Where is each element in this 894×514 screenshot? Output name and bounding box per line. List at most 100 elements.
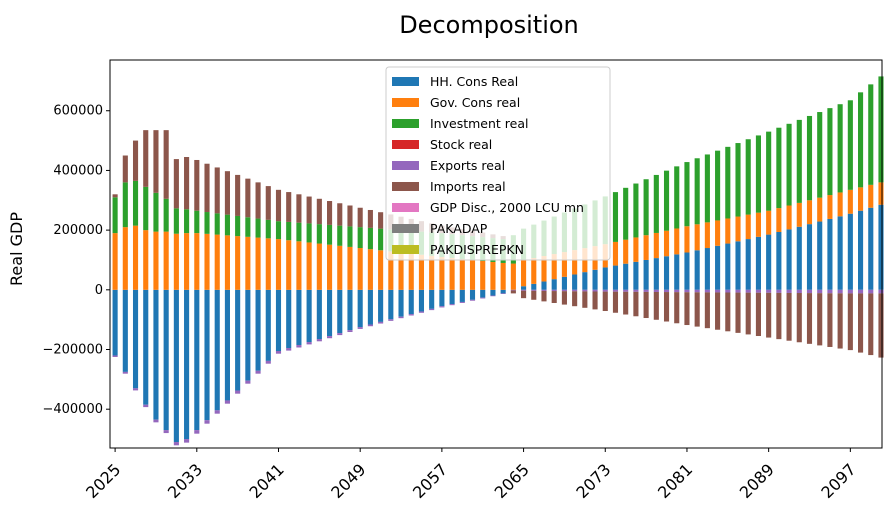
bar-inv-2026	[122, 182, 128, 228]
bar-hh-2054	[408, 289, 414, 315]
bar-imports-2044	[306, 196, 312, 224]
bar-imports-2050	[367, 209, 373, 228]
bar-hh-2074	[612, 265, 619, 290]
bar-inv-2036	[224, 214, 230, 236]
bar-exports-2075	[623, 289, 629, 292]
bar-exports-2036	[224, 400, 230, 404]
bar-gov-2044	[306, 242, 312, 290]
bar-exports-2057	[439, 306, 445, 308]
bar-hh-2027	[132, 289, 139, 389]
bar-imports-2073	[602, 291, 608, 312]
bar-inv-2032	[184, 209, 190, 234]
bar-hh-2049	[357, 289, 363, 328]
bar-gov-2051	[378, 250, 384, 290]
bar-hh-2065	[521, 286, 527, 290]
legend-swatch	[392, 140, 419, 149]
bar-exports-2054	[408, 314, 414, 316]
bar-exports-2083	[704, 289, 710, 293]
bar-exports-2084	[715, 289, 721, 293]
bar-gov-2054	[408, 253, 414, 290]
bar-hh-2075	[623, 263, 629, 290]
bar-imports-2027	[132, 140, 139, 181]
bar-gov-2063	[500, 262, 506, 290]
bar-hh-2093	[806, 224, 813, 290]
plot-frame	[109, 59, 883, 449]
legend-swatch	[392, 245, 419, 254]
bar-exports-2055	[418, 311, 425, 313]
x-tick-label: 2025	[82, 460, 124, 502]
bar-exports-2062	[490, 295, 496, 297]
bar-inv-2098	[858, 92, 864, 188]
y-tick-label: 400000	[53, 163, 103, 178]
bar-inv-2090	[776, 127, 782, 209]
bar-gov-2032	[184, 233, 190, 290]
bar-hh-2055	[418, 289, 425, 312]
bar-hh-2081	[684, 252, 690, 290]
bar-imports-2098	[858, 293, 864, 353]
bar-hh-2083	[704, 248, 710, 290]
bar-hh-2057	[439, 289, 445, 307]
bar-gov-2035	[214, 234, 220, 290]
bar-gov-2083	[704, 222, 710, 249]
bar-exports-2091	[786, 289, 792, 293]
bar-hh-2096	[837, 216, 843, 290]
bar-gov-2078	[653, 232, 659, 259]
legend-entry-label: Exports real	[430, 158, 505, 173]
legend-entry-label: Investment real	[430, 116, 528, 131]
bar-gov-2074	[612, 241, 619, 266]
bar-gov-2076	[633, 237, 639, 262]
y-axis-label: Real GDP	[7, 212, 26, 286]
bar-inv-2028	[143, 186, 149, 231]
bar-hh-2069	[561, 276, 567, 290]
bar-inv-2049	[357, 227, 363, 249]
bar-imports-2041	[275, 189, 282, 222]
bar-inv-2041	[275, 221, 282, 240]
bar-gov-2030	[163, 231, 169, 290]
bar-imports-2025	[112, 194, 118, 198]
bar-exports-2060	[469, 299, 476, 301]
bar-hh-2033	[194, 289, 200, 431]
legend-swatch	[392, 203, 419, 212]
x-tick-label: 2065	[491, 460, 533, 502]
bar-exports-2081	[684, 289, 690, 293]
bar-imports-2071	[582, 291, 588, 308]
bar-exports-2046	[327, 336, 333, 339]
legend-box	[385, 66, 611, 261]
bar-exports-2029	[153, 419, 159, 423]
bar-imports-2086	[735, 292, 741, 333]
bar-exports-2063	[500, 293, 506, 294]
bar-inv-2034	[204, 212, 210, 234]
bar-exports-2087	[745, 289, 751, 293]
bar-hh-2029	[153, 289, 159, 420]
bar-exports-2073	[602, 289, 608, 292]
bar-inv-2078	[653, 174, 659, 233]
bar-hh-2044	[306, 289, 312, 343]
bar-imports-2034	[204, 163, 210, 213]
bar-inv-2035	[214, 213, 220, 235]
bar-hh-2082	[694, 250, 700, 290]
bar-imports-2074	[612, 291, 619, 313]
bar-gov-2082	[694, 224, 700, 251]
y-tick-label: 200000	[53, 223, 103, 238]
bar-gov-2041	[275, 239, 282, 290]
bar-imports-2087	[745, 292, 751, 335]
bar-gov-2053	[398, 252, 404, 290]
bar-hh-2071	[582, 272, 588, 290]
bar-imports-2093	[806, 293, 813, 344]
bar-imports-2099	[868, 293, 874, 356]
bar-inv-2025	[112, 197, 118, 234]
bar-imports-2077	[643, 291, 649, 319]
bar-exports-2027	[132, 388, 139, 391]
legend-entry-label: Imports real	[430, 179, 506, 194]
bar-gov-2077	[643, 235, 649, 260]
bar-inv-2077	[643, 179, 649, 236]
bar-imports-2042	[286, 192, 292, 222]
bar-hh-2068	[551, 279, 557, 290]
bar-gov-2100	[878, 182, 884, 205]
legend-entry-label: Gov. Cons real	[430, 95, 520, 110]
legend-swatch	[392, 119, 419, 128]
bar-gov-2059	[459, 258, 465, 290]
bar-inv-2038	[245, 217, 251, 237]
bar-exports-2099	[868, 289, 874, 294]
